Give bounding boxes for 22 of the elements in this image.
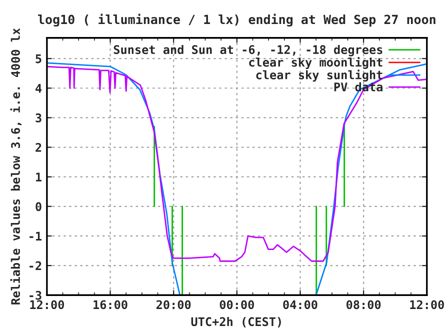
y-tick-label: 0: [36, 202, 42, 212]
y-tick-label: 5: [36, 54, 42, 64]
x-tick-label: 12:00: [410, 300, 444, 310]
x-tick-label: 16:00: [94, 300, 128, 310]
x-axis-title: UTC+2h (CEST): [191, 316, 281, 328]
y-tick-label: -1: [30, 232, 42, 240]
y-tick-label: 1: [36, 172, 42, 182]
y-tick-label: 4: [36, 84, 42, 93]
y-axis-title: Reliable values below 3.6, i.e. 4000 lx: [10, 28, 22, 304]
x-tick-label: 04:00: [283, 300, 318, 310]
y-tick-label: -3: [30, 290, 42, 300]
chart-title: log10 ( illuminance / 1 lx) ending at Wed Sep 27 noon: [38, 14, 436, 27]
x-tick-label: 00:00: [220, 300, 254, 310]
legend-label: clear sky sunlight: [256, 70, 382, 82]
legend-label: Sunset and Sun at -6, -12, -18 degrees: [114, 44, 382, 56]
legend-label: clear sky moonlight: [249, 56, 382, 69]
y-tick-label: 3: [36, 113, 42, 122]
x-tick-label: 08:00: [346, 300, 381, 310]
x-tick-label: 12:00: [30, 300, 64, 310]
y-tick-label: 2: [36, 142, 42, 152]
x-tick-label: 20:00: [156, 300, 191, 310]
y-tick-label: -2: [30, 261, 42, 270]
